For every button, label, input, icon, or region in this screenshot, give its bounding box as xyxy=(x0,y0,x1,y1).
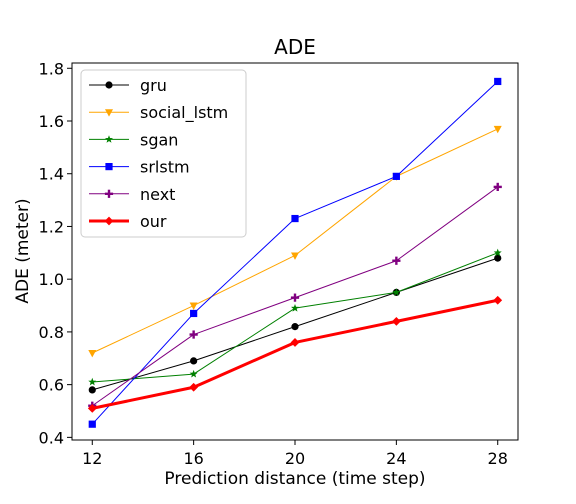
data-point-sgan xyxy=(291,303,299,312)
data-point-sgan xyxy=(88,377,97,386)
data-point-next xyxy=(493,182,502,192)
data-point-srlstm xyxy=(190,309,198,318)
data-point-srlstm xyxy=(494,77,502,86)
data-point-gru xyxy=(88,386,96,394)
data-point-gru xyxy=(494,254,502,262)
legend-label-gru: gru xyxy=(140,76,167,95)
legend-entry-sgan: sgan xyxy=(89,130,178,149)
data-point-social-lstm xyxy=(189,302,198,310)
legend-marker-srlstm xyxy=(105,163,113,171)
data-point-social-lstm xyxy=(88,350,97,358)
x-tick-label: 12 xyxy=(82,449,102,468)
data-point-next xyxy=(290,293,300,302)
legend-entry-our: our xyxy=(89,212,167,231)
y-tick-label: 0.8 xyxy=(39,323,64,342)
legend-marker-social-lstm xyxy=(105,109,113,117)
chart-title: ADE xyxy=(274,35,316,59)
data-point-our xyxy=(290,338,300,347)
data-point-srlstm xyxy=(88,420,96,428)
plot-area: 12 16 20 24 28 0.4 0.6 0.8 1.0 1.2 1.4 1.6 1.8 xyxy=(39,59,519,468)
legend-entry-gru: gru xyxy=(89,76,167,95)
y-tick-label: 1.8 xyxy=(39,59,64,78)
series-gru xyxy=(88,254,502,394)
data-point-social-lstm xyxy=(291,252,299,260)
legend-entry-srlstm: srlstm xyxy=(89,158,190,177)
data-point-srlstm xyxy=(392,172,400,180)
y-tick-label: 0.6 xyxy=(39,376,64,395)
legend-entry-next: next xyxy=(89,185,175,204)
legend-marker-gru xyxy=(105,81,113,89)
series-srlstm xyxy=(88,77,502,428)
data-point-our xyxy=(87,403,97,413)
data-point-our xyxy=(493,295,503,305)
legend-label-our: our xyxy=(140,212,167,231)
legend-label-srlstm: srlstm xyxy=(140,158,190,177)
data-point-gru xyxy=(291,323,299,331)
data-point-sgan xyxy=(189,369,198,378)
data-point-sgan xyxy=(493,248,502,257)
data-point-gru xyxy=(190,357,198,365)
x-tick-label: 20 xyxy=(285,449,305,468)
data-point-next xyxy=(189,330,198,339)
y-axis-label: ADE (meter) xyxy=(13,198,33,303)
series-our xyxy=(87,295,503,413)
y-tick-label: 1.4 xyxy=(39,165,64,184)
legend-label-next: next xyxy=(140,185,175,204)
x-tick-label: 16 xyxy=(183,449,203,468)
y-tick-label: 1.2 xyxy=(39,217,64,236)
data-point-sgan xyxy=(392,288,401,296)
legend-marker-next xyxy=(104,189,114,198)
y-tick-label: 1.0 xyxy=(39,270,64,289)
legend-entry-social-lstm: social_lstm xyxy=(89,103,228,123)
x-tick-label: 28 xyxy=(488,449,508,468)
legend-label-sgan: sgan xyxy=(140,130,178,149)
legend-marker-sgan xyxy=(105,135,113,143)
data-point-srlstm xyxy=(291,214,299,223)
legend-label-social-lstm: social_lstm xyxy=(140,103,228,123)
data-point-our xyxy=(189,382,199,392)
data-point-next xyxy=(392,256,401,265)
series-next xyxy=(88,182,502,410)
data-point-social-lstm xyxy=(493,125,502,134)
x-axis-label: Prediction distance (time step) xyxy=(164,469,425,489)
y-tick-label: 0.4 xyxy=(39,428,64,447)
y-tick-label: 1.6 xyxy=(39,112,64,131)
legend-marker-our xyxy=(104,216,114,226)
x-tick-label: 24 xyxy=(386,449,406,468)
data-point-our xyxy=(391,316,401,326)
series-line-our xyxy=(91,298,499,410)
series-sgan xyxy=(88,248,502,386)
